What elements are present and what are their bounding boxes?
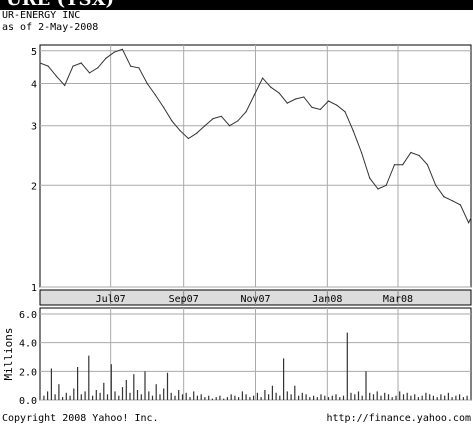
price-point xyxy=(80,62,82,64)
price-point xyxy=(146,82,148,85)
volume-y-tick-label: 0.0 xyxy=(19,396,37,407)
price-point xyxy=(336,104,338,106)
price-point xyxy=(435,184,437,186)
price-point xyxy=(171,120,173,122)
price-point xyxy=(451,200,453,202)
price-point xyxy=(352,130,354,132)
x-tick-label: Sep07 xyxy=(169,294,199,305)
price-point xyxy=(113,51,115,53)
price-point xyxy=(72,65,74,67)
price-point xyxy=(138,67,140,69)
price-point xyxy=(385,184,387,186)
price-point xyxy=(360,151,363,154)
price-point xyxy=(245,111,247,113)
price-point xyxy=(154,94,156,96)
copyright-text: Copyright 2008 Yahoo! Inc. xyxy=(2,413,159,424)
price-point xyxy=(402,164,404,166)
price-point xyxy=(294,98,297,100)
price-chart: 1 2 3 4 5 Jul07 Sep07 Nov07 Jan08 Mar08 xyxy=(31,44,472,306)
price-point xyxy=(270,86,272,88)
price-point xyxy=(319,108,321,111)
price-point xyxy=(187,137,189,140)
x-tick-label: Jul07 xyxy=(96,294,126,305)
x-tick-label: Nov07 xyxy=(240,294,270,305)
title-bar: URE (TSX) xyxy=(0,0,473,10)
price-y-tick-label: 2 xyxy=(31,181,37,192)
price-point xyxy=(344,111,346,113)
price-point xyxy=(105,57,107,59)
x-tick-label: Jan08 xyxy=(312,294,342,305)
price-y-tick-label: 3 xyxy=(31,122,37,133)
price-point xyxy=(39,62,41,64)
price-point xyxy=(418,154,420,157)
x-tick-label: Mar08 xyxy=(383,294,413,305)
price-point xyxy=(204,125,206,127)
price-point xyxy=(253,94,255,96)
price-point xyxy=(278,92,280,94)
price-point xyxy=(470,217,472,219)
price-point xyxy=(220,115,222,117)
price-point xyxy=(130,65,132,67)
volume-y-tick-label: 2.0 xyxy=(19,367,37,378)
price-point xyxy=(47,65,49,67)
price-point xyxy=(97,67,99,69)
company-name: UR-ENERGY INC xyxy=(2,10,81,21)
price-point xyxy=(237,120,239,122)
price-point xyxy=(121,48,123,50)
price-point xyxy=(262,77,264,79)
price-point xyxy=(369,177,371,179)
volume-chart: 0.0 2.0 4.0 6.0 Millions xyxy=(2,307,472,407)
price-point xyxy=(311,106,313,108)
price-point xyxy=(196,132,198,134)
price-point xyxy=(229,125,231,127)
source-link[interactable]: http://finance.yahoo.com xyxy=(326,413,472,424)
price-y-tick-label: 4 xyxy=(31,80,37,91)
price-point xyxy=(327,100,330,102)
price-line xyxy=(39,48,472,224)
price-point xyxy=(212,118,214,120)
as-of-date: as of 2-May-2008 xyxy=(2,22,99,33)
price-point xyxy=(88,72,91,74)
price-point xyxy=(393,164,396,166)
price-point xyxy=(468,222,470,224)
price-point xyxy=(410,151,412,154)
price-point xyxy=(64,84,66,86)
price-y-tick-label: 5 xyxy=(31,47,37,58)
price-point xyxy=(55,75,58,77)
price-point xyxy=(377,188,379,190)
price-point xyxy=(426,164,428,166)
price-point xyxy=(303,96,305,98)
price-y-tick-label: 1 xyxy=(31,283,37,294)
volume-y-tick-label: 4.0 xyxy=(19,339,37,350)
price-point xyxy=(179,130,181,132)
price-point xyxy=(459,204,461,206)
ticker-title: URE (TSX) xyxy=(6,0,114,9)
volume-y-axis-label: Millions xyxy=(2,328,15,381)
price-point xyxy=(443,196,445,198)
volume-y-tick-label: 6.0 xyxy=(19,310,37,321)
price-point xyxy=(163,106,165,108)
price-point xyxy=(286,102,288,104)
